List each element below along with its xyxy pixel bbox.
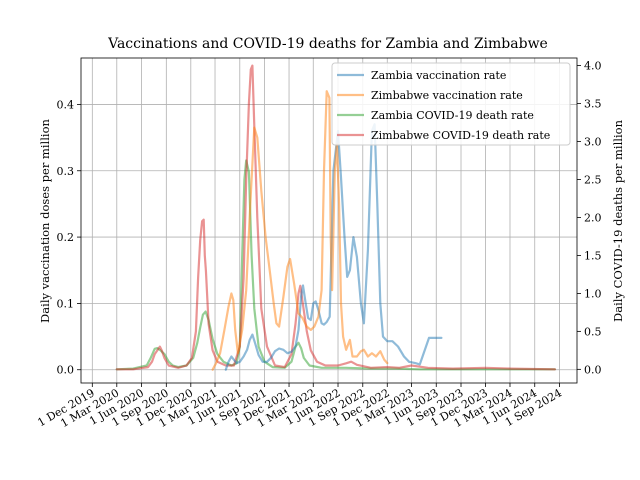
legend-label: Zambia vaccination rate <box>371 69 506 82</box>
series-layer <box>115 64 557 371</box>
legend: Zambia vaccination rate Zimbabwe vaccinat… <box>331 62 571 146</box>
legend-box <box>331 62 571 146</box>
legend-label: Zimbabwe COVID-19 death rate <box>371 129 550 142</box>
y-left-tick-label: 0.1 <box>57 297 75 310</box>
chart-title: Vaccinations and COVID-19 deaths for Zam… <box>107 36 548 52</box>
y-left-tick-label: 0.3 <box>57 165 75 178</box>
y-right-tick-label: 3.0 <box>584 136 602 149</box>
y-right-tick-label: 4.0 <box>584 60 602 73</box>
y-left-tick-label: 0.2 <box>57 231 75 244</box>
y-right-tick-label: 1.0 <box>584 287 602 300</box>
y-axis-right-label: Daily COVID-19 deaths per million <box>611 119 625 322</box>
series-line-zambia-vaccination-rate <box>224 123 443 371</box>
y-right-tick-label: 3.5 <box>584 98 602 111</box>
series-group <box>115 64 557 371</box>
y-right-tick-label: 2.0 <box>584 211 602 224</box>
legend-label: Zambia COVID-19 death rate <box>371 109 534 122</box>
y-right-tick-label: 1.5 <box>584 249 602 262</box>
y-left-tick-label: 0.0 <box>57 364 75 377</box>
plot-frame <box>80 57 578 384</box>
y-right-tick-label: 2.5 <box>584 173 602 186</box>
y-axis-right: 0.0 0.5 1.0 1.5 2.0 2.5 3.0 3.5 4.0 <box>577 60 602 376</box>
y-axis-left-label: Daily vaccination doses per million <box>38 118 52 322</box>
y-right-tick-label: 0.0 <box>584 363 602 376</box>
legend-label: Zimbabwe vaccination rate <box>371 89 523 102</box>
series-line-zimbabwe-covid-19-death-rate <box>115 64 557 371</box>
y-right-tick-label: 0.5 <box>584 325 602 338</box>
y-left-tick-label: 0.4 <box>57 98 75 111</box>
y-axis-left: 0.0 0.1 0.2 0.3 0.4 <box>57 98 81 377</box>
series-line-zimbabwe-vaccination-rate <box>211 90 389 371</box>
